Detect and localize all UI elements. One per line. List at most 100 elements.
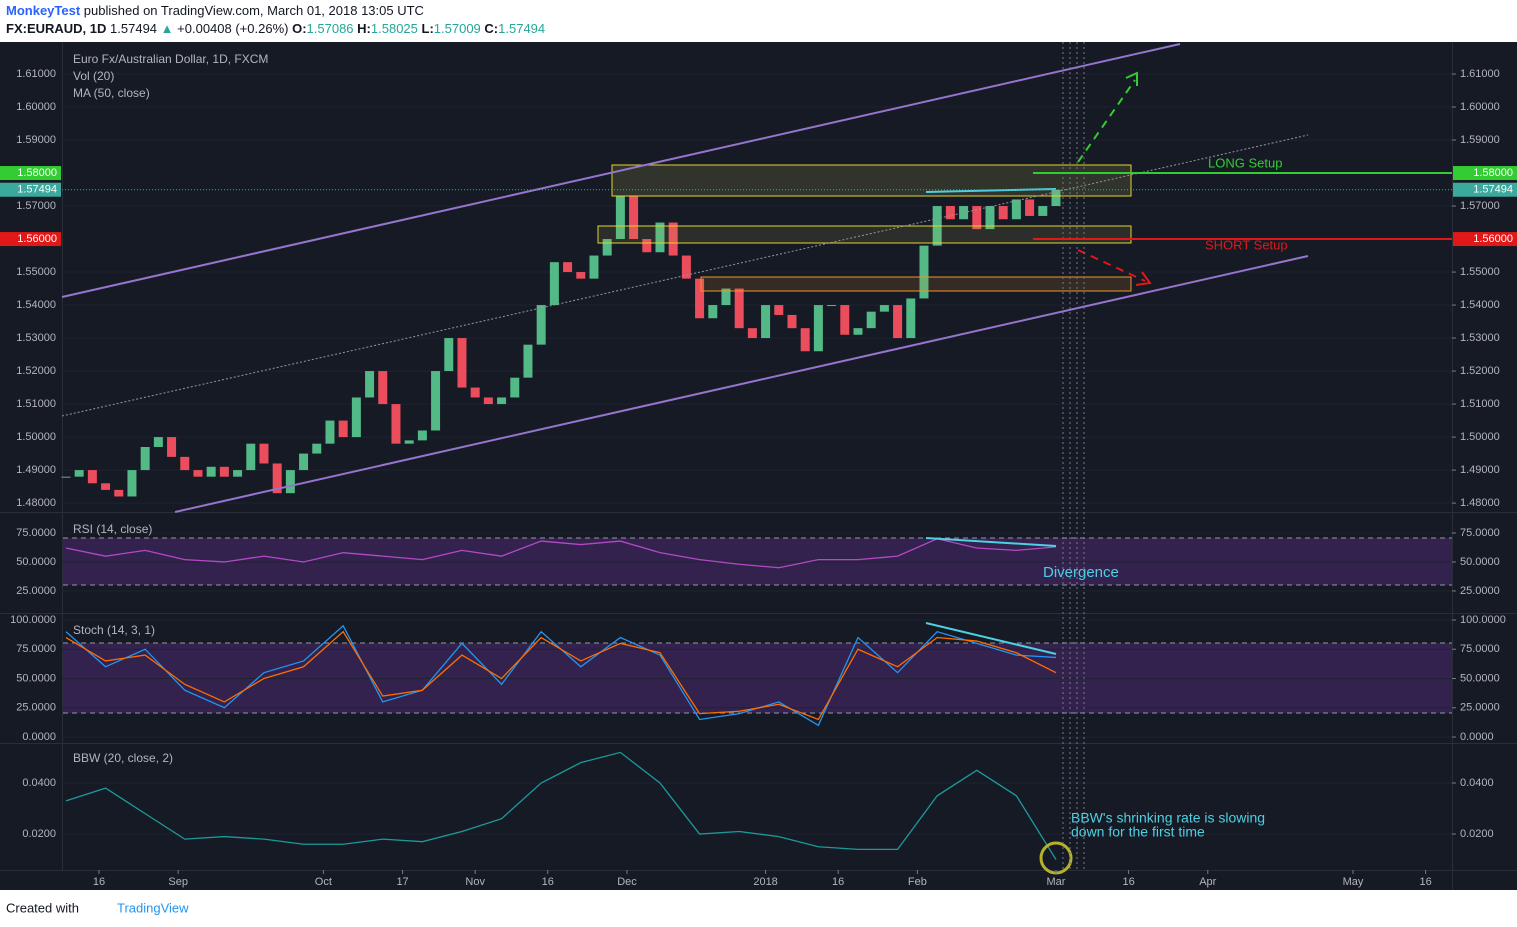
footer-text: Created with	[6, 900, 79, 915]
candle	[61, 476, 71, 478]
y-tick-label: 75.0000	[1460, 643, 1500, 655]
candle	[866, 311, 876, 329]
y-tick-label: 0.0000	[1460, 731, 1494, 743]
y-tick-label: 1.48000	[16, 497, 56, 509]
separators	[0, 42, 1517, 890]
divergence-label: Divergence	[1043, 564, 1119, 581]
y-tick-label: 75.0000	[1460, 527, 1500, 539]
y-tick-label: 1.59000	[16, 134, 56, 146]
arrow-head	[1135, 271, 1152, 286]
candle	[74, 470, 84, 477]
pane-title: Stoch (14, 3, 1)	[73, 623, 155, 637]
candle	[708, 305, 718, 319]
y-tick-label: 1.49000	[16, 464, 56, 476]
candle	[114, 489, 124, 497]
candle	[734, 288, 744, 329]
y-tick-label: 1.53000	[16, 332, 56, 344]
footer-brand[interactable]: TradingView	[117, 900, 189, 915]
candle	[365, 371, 375, 398]
y-tick-label: 0.0200	[1460, 828, 1494, 840]
header-line: MonkeyTest published on TradingView.com,…	[6, 3, 424, 18]
y-tick-label: 0.0400	[22, 777, 56, 789]
y-tick-label: 25.0000	[1460, 585, 1500, 597]
x-tick-label: Apr	[1199, 876, 1216, 888]
y-tick-label: 1.55000	[1460, 266, 1500, 278]
price-level-label: 1.57494	[17, 184, 57, 196]
candle	[1051, 189, 1061, 207]
price-level-box	[1453, 182, 1517, 197]
candle	[272, 463, 282, 494]
x-tick-label: 16	[1122, 876, 1134, 888]
candle	[549, 262, 559, 306]
trendline	[925, 537, 1057, 547]
price-level-box	[0, 166, 61, 181]
legend-entry: MA (50, close)	[73, 86, 150, 100]
symbol: FX:EURAUD, 1D	[6, 21, 106, 36]
candle	[879, 305, 889, 312]
candle	[285, 470, 295, 494]
arrow-down	[1077, 249, 1146, 282]
candle	[444, 338, 454, 372]
candle	[906, 298, 916, 339]
y-tick-label: 1.48000	[1460, 497, 1500, 509]
candle	[853, 328, 863, 335]
x-tick-label: Sep	[168, 876, 188, 888]
y-tick-label: 1.49000	[1460, 464, 1500, 476]
candle	[721, 288, 731, 306]
y-tick-label: 1.55000	[16, 266, 56, 278]
o-value: 1.57086	[307, 21, 354, 36]
zone-box	[597, 225, 1132, 244]
legend-entry: Vol (20)	[73, 69, 114, 83]
candle	[299, 453, 309, 471]
y-tick-label: 50.0000	[16, 672, 56, 684]
candle	[668, 222, 678, 256]
channel-upper	[61, 43, 1181, 298]
candle	[615, 196, 625, 240]
candle	[1025, 199, 1035, 216]
candle	[378, 371, 388, 405]
candle	[219, 466, 229, 477]
h-value: 1.58025	[371, 21, 418, 36]
author[interactable]: MonkeyTest	[6, 3, 81, 18]
candle	[774, 305, 784, 315]
x-tick-label: Nov	[465, 876, 485, 888]
x-tick-label: Dec	[617, 876, 637, 888]
price-level-box	[1453, 232, 1517, 247]
bbw-note: BBW's shrinking rate is slowing	[1071, 810, 1265, 826]
candle	[576, 272, 586, 279]
price-level-label: 1.57494	[1473, 184, 1513, 196]
candle	[470, 387, 480, 398]
candle	[681, 255, 691, 279]
candle	[761, 305, 771, 339]
price-level-label: 1.56000	[1473, 233, 1513, 245]
candle	[325, 420, 335, 444]
pane-title: BBW (20, close, 2)	[73, 751, 173, 765]
candle	[101, 483, 111, 490]
candle	[893, 305, 903, 339]
zone-box	[611, 164, 1132, 197]
y-tick-label: 1.60000	[1460, 101, 1500, 113]
candle	[483, 397, 493, 405]
y-tick-label: 1.54000	[1460, 299, 1500, 311]
pane-title: RSI (14, close)	[73, 522, 152, 536]
candle	[180, 456, 190, 471]
x-tick-label: Feb	[908, 876, 927, 888]
y-tick-label: 75.0000	[16, 527, 56, 539]
y-tick-label: 25.0000	[1460, 702, 1500, 714]
arrow: ▲	[161, 21, 174, 36]
candle	[127, 470, 137, 497]
change: +0.00408 (+0.26%)	[177, 21, 288, 36]
candle	[919, 245, 929, 299]
candle	[338, 420, 348, 438]
price-level-label: 1.56000	[17, 233, 57, 245]
drawings	[61, 42, 1309, 875]
y-tick-label: 1.51000	[16, 398, 56, 410]
candle	[787, 314, 797, 329]
future-lines	[1062, 42, 1085, 870]
candle	[642, 239, 652, 253]
y-tick-label: 1.52000	[1460, 365, 1500, 377]
candle	[1038, 206, 1048, 216]
candle	[404, 440, 414, 444]
x-tick-label: 16	[832, 876, 844, 888]
